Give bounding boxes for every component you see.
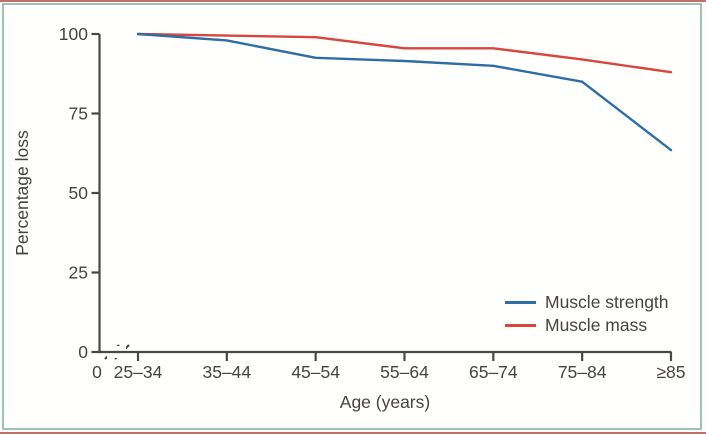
x-tick-label: 25–34 [114, 362, 163, 382]
legend-label-muscle-mass: Muscle mass [545, 315, 648, 335]
legend-item-muscle-strength: Muscle strength [505, 291, 669, 314]
y-tick-label: 50 [69, 183, 89, 203]
muscle-mass-line-swatch-icon [505, 324, 536, 327]
figure-frame [2, 3, 702, 430]
chart-legend: Muscle strength Muscle mass [505, 291, 669, 337]
y-tick-label: 25 [69, 263, 88, 283]
muscle-strength-line [136, 32, 673, 152]
y-tick-label: 0 [78, 342, 88, 362]
x-tick-label: ≥85 [656, 362, 685, 382]
bottom-red-rule [0, 432, 706, 434]
x-tick-label: 35–44 [202, 362, 251, 382]
x-origin-label: 0 [92, 362, 102, 382]
x-tick-label: 75–84 [558, 362, 607, 382]
y-axis-title: Percentage loss [12, 130, 32, 256]
y-tick-label: 100 [59, 24, 88, 44]
muscle-strength-line-swatch-icon [505, 301, 536, 304]
legend-item-muscle-mass: Muscle mass [505, 314, 669, 337]
top-red-rule [0, 0, 706, 2]
legend-label-muscle-strength: Muscle strength [545, 292, 669, 312]
y-tick-label: 75 [69, 104, 88, 124]
x-tick-label: 55–64 [380, 362, 429, 382]
muscle-mass-line [136, 32, 673, 74]
x-tick-label: 45–54 [291, 362, 340, 382]
x-tick-label: 65–74 [469, 362, 518, 382]
x-axis-title: Age (years) [340, 392, 430, 412]
